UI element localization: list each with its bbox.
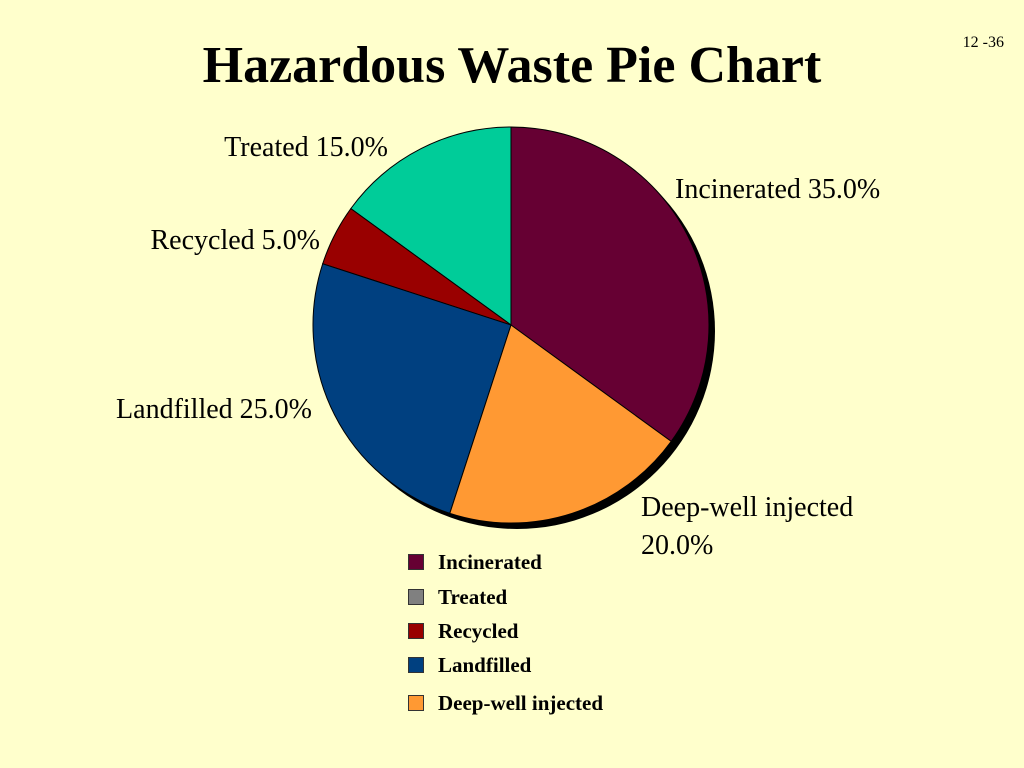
data-label: Recycled 5.0% (150, 225, 321, 256)
legend-label: Landfilled (438, 653, 532, 677)
pie-slice (312, 263, 512, 514)
data-label: Treated 15.0% (224, 132, 388, 163)
chart-title: Hazardous Waste Pie Chart (202, 37, 822, 94)
legend-label: Recycled (438, 619, 519, 643)
legend-label: Deep-well injected (438, 691, 604, 715)
pie-slice (449, 324, 672, 524)
pie-slice (510, 126, 710, 443)
legend-swatch (408, 554, 424, 570)
legend-swatch (408, 657, 424, 673)
data-label: Deep-well injected 20.0% (641, 492, 854, 561)
legend-swatch (408, 623, 424, 639)
legend-swatch (408, 589, 424, 605)
data-label: Landfilled 25.0% (116, 394, 312, 425)
page-number: 12 -36 (962, 34, 1004, 51)
legend-label: Incinerated (438, 550, 542, 574)
legend-swatch (408, 695, 424, 711)
data-label: Incinerated 35.0% (675, 174, 881, 205)
pie-slice (350, 126, 512, 326)
legend-label: Treated (438, 585, 508, 609)
